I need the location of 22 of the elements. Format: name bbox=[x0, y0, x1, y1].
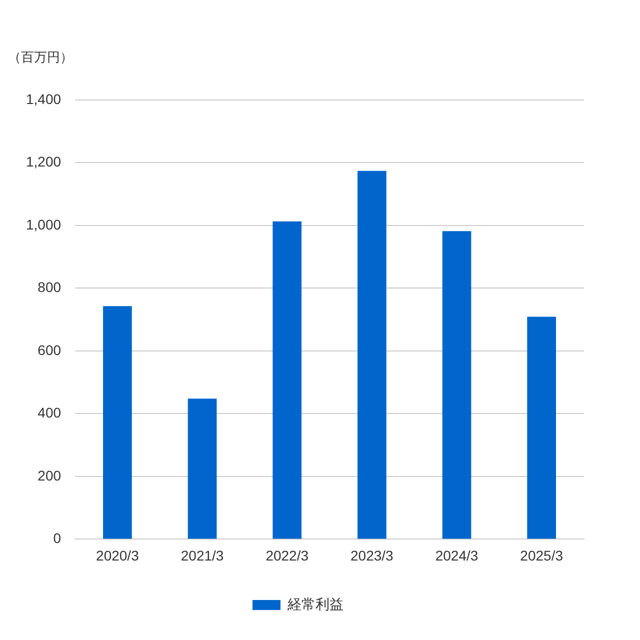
y-axis-title: （百万円） bbox=[8, 50, 73, 65]
bar bbox=[188, 398, 217, 539]
y-tick-label: 400 bbox=[38, 404, 62, 421]
y-tick-label: 1,400 bbox=[26, 90, 62, 107]
x-tick-label: 2020/3 bbox=[96, 547, 140, 564]
y-tick-label: 0 bbox=[53, 530, 62, 546]
bar bbox=[272, 221, 302, 539]
legend-label: 経常利益 bbox=[286, 596, 344, 612]
bar bbox=[527, 316, 556, 539]
bar bbox=[358, 170, 386, 539]
x-tick-label: 2022/3 bbox=[266, 547, 309, 564]
bar bbox=[103, 306, 132, 539]
x-tick-label: 2023/3 bbox=[350, 547, 394, 564]
x-tick-label: 2025/3 bbox=[520, 547, 564, 564]
x-tick-label: 2024/3 bbox=[435, 547, 478, 564]
y-tick-label: 600 bbox=[38, 342, 62, 358]
y-tick-label: 200 bbox=[38, 467, 62, 484]
x-tick-label: 2021/3 bbox=[180, 547, 224, 564]
y-tick-label: 1,200 bbox=[26, 154, 62, 170]
y-tick-label: 1,000 bbox=[26, 216, 62, 232]
y-tick-label: 800 bbox=[38, 279, 62, 296]
bar bbox=[442, 231, 472, 539]
